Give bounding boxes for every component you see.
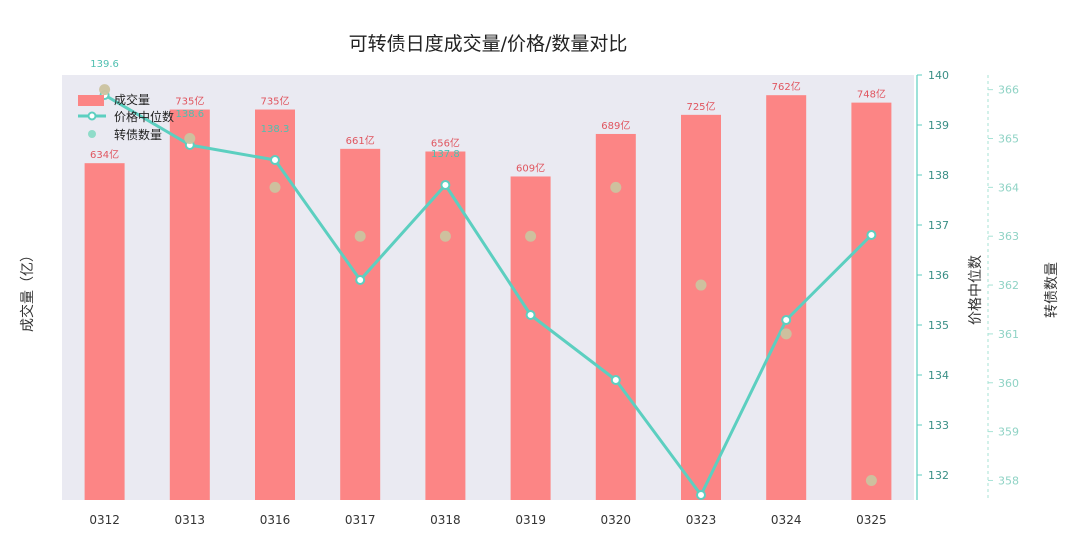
y-axis-right-tick-label: 134 [928, 369, 949, 382]
x-tick-label: 0325 [856, 513, 887, 527]
line-value-label: 139.6 [90, 59, 119, 70]
bar [766, 95, 807, 500]
scatter-point [184, 133, 196, 145]
line-point [866, 230, 877, 240]
line-series [99, 90, 877, 500]
line-point [696, 490, 706, 500]
y-axis-right2-tick-label: 364 [998, 181, 1019, 194]
y-axis-right2-tick-label: 363 [998, 230, 1019, 243]
bar-value-label: 634亿 [90, 148, 119, 161]
line-point [270, 155, 280, 165]
x-tick-label: 0317 [345, 513, 376, 527]
x-tick-label: 0319 [515, 513, 546, 527]
x-tick-label: 0318 [430, 513, 461, 527]
line-path [103, 93, 873, 497]
y-axis-label-right2: 转债数量 [1044, 262, 1060, 318]
legend-label-dot: 转债数量 [114, 127, 162, 142]
bar [169, 109, 210, 500]
bar [84, 163, 125, 500]
scatter-point [610, 181, 622, 193]
line-value-label: 138.6 [175, 109, 204, 120]
bar-value-label: 656亿 [431, 137, 460, 150]
scatter-point [99, 84, 111, 96]
legend-swatch-bar [78, 95, 104, 106]
y-axis-right-tick-label: 135 [928, 319, 949, 332]
scatter-point [695, 279, 707, 291]
bar [510, 176, 551, 500]
line-value-label: 138.3 [261, 124, 290, 135]
y-axis-right2-tick-label: 362 [998, 279, 1019, 292]
bar-value-label: 725亿 [686, 100, 715, 113]
scatter-series [99, 84, 877, 486]
bar-value-labels: 634亿 735亿 735亿 661亿 656亿 609亿 689亿 725亿 762亿 748亿 [90, 80, 886, 174]
legend-swatch-dot [88, 130, 96, 138]
scatter-point [525, 230, 537, 242]
y-axis-right-tick-label: 139 [928, 119, 949, 132]
y-axis-right2-tick-label: 365 [998, 133, 1019, 146]
scatter-point [269, 181, 281, 193]
line-point [440, 180, 451, 190]
line-point [781, 315, 792, 325]
y-axis-right: 132 133 134 135 136 137 138 139 140 [916, 69, 949, 500]
x-tick-label: 0323 [686, 513, 717, 527]
y-axis-right-tick-label: 133 [928, 419, 949, 432]
y-axis-right-tick-label: 138 [928, 169, 949, 182]
bar-value-label: 689亿 [601, 119, 630, 132]
bar [595, 133, 636, 500]
bar [681, 114, 721, 500]
y-axis-right2-tick-label: 361 [998, 328, 1019, 341]
line-point [525, 310, 536, 320]
x-tick-label: 0313 [175, 513, 206, 527]
bar [851, 102, 892, 500]
bar [340, 148, 381, 500]
y-axis-right2: 358 359 360 361 362 363 364 365 366 [987, 75, 1019, 500]
legend-swatch-line-marker [87, 111, 97, 121]
chart-title: 可转债日度成交量/价格/数量对比 [349, 33, 628, 55]
bar-value-label: 735亿 [260, 95, 289, 108]
y-axis-right2-tick-label: 366 [998, 84, 1019, 97]
bar [425, 151, 466, 500]
bar [255, 109, 295, 500]
legend: 成交量 价格中位数 转债数量 [78, 92, 174, 142]
scatter-point [439, 230, 451, 242]
bar-value-label: 609亿 [516, 161, 545, 174]
bar-series [84, 95, 892, 500]
y-axis-right2-tick-label: 358 [998, 474, 1019, 487]
bar-value-label: 735亿 [175, 95, 204, 108]
scatter-point [865, 474, 877, 486]
bar-value-label: 762亿 [772, 80, 801, 93]
y-axis-right-tick-label: 132 [928, 469, 949, 482]
line-point [610, 375, 621, 385]
line-value-labels: 139.6 138.6 138.3 137.8 [90, 59, 459, 160]
y-axis-right2-tick-label: 360 [998, 377, 1019, 390]
line-value-label: 137.8 [431, 149, 460, 160]
x-tick-label: 0324 [771, 513, 802, 527]
y-axis-right-tick-label: 136 [928, 269, 949, 282]
x-axis-ticks: 0312 0313 0316 0317 0318 0319 0320 0323 0324 0325 [89, 513, 886, 527]
y-axis-right2-tick-label: 359 [998, 426, 1019, 439]
y-axis-label-right: 价格中位数 [968, 255, 984, 325]
legend-label-bar: 成交量 [114, 92, 150, 107]
bar-value-label: 748亿 [857, 88, 886, 101]
scatter-point [780, 328, 792, 340]
y-axis-label-left: 成交量（亿） [19, 248, 36, 332]
legend-label-line: 价格中位数 [114, 109, 174, 124]
y-axis-right-tick-label: 137 [928, 219, 949, 232]
x-tick-label: 0312 [89, 513, 120, 527]
y-axis-right-tick-label: 140 [928, 69, 949, 82]
bar-value-label: 661亿 [346, 134, 375, 147]
x-tick-label: 0320 [601, 513, 632, 527]
scatter-point [354, 230, 366, 242]
x-tick-label: 0316 [260, 513, 291, 527]
line-point [355, 275, 366, 285]
